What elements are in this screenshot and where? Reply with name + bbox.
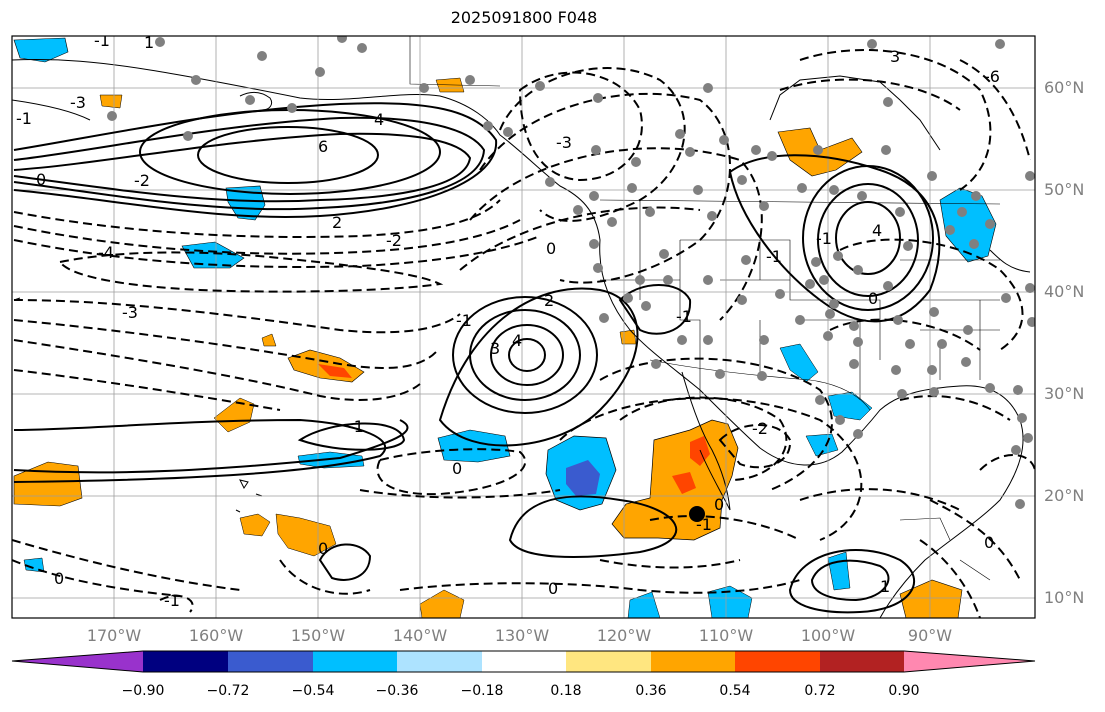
contour-label: 1 [144, 33, 154, 52]
contour-label: -1 [164, 591, 180, 610]
contour-label: -1 [676, 307, 692, 326]
contour-label: 4 [872, 221, 882, 240]
colorbar-segment [566, 651, 651, 672]
contour-label: -3 [122, 303, 138, 322]
negative-contours [12, 49, 1035, 618]
latitude-label: 20°N [1044, 486, 1085, 505]
contour-label: -2 [134, 171, 150, 190]
colorbar-under-extend [12, 651, 143, 672]
longitude-label: 160°W [188, 626, 244, 645]
contour-label: 4 [374, 110, 384, 129]
contour-label: -4 [98, 243, 114, 262]
map-title: 2025091800 F048 [450, 8, 598, 27]
colorbar-tick-label: 0.54 [719, 683, 751, 699]
longitude-label: 170°W [86, 626, 142, 645]
colorbar-segment [735, 651, 820, 672]
coastline-layer [12, 58, 1031, 618]
colorbar-segment [820, 651, 904, 672]
colorbar-outline [11, 650, 1036, 673]
longitude-label: 130°W [494, 626, 550, 645]
longitude-label: 100°W [800, 626, 856, 645]
center-marker [689, 506, 705, 522]
contour-label: -1 [766, 247, 782, 266]
colorbar-tick-label: −0.54 [291, 683, 335, 699]
contour-label-layer: -3 4 6 0 -2 2 -2 -4 -3 0 2 3 4 -1 0 -3 -… [16, 31, 1000, 610]
longitude-label: 140°W [392, 626, 448, 645]
contour-label: -1 [816, 229, 832, 248]
contour-label: 3 [490, 339, 500, 358]
contour-label: 4 [512, 331, 522, 350]
contour-label: -1 [456, 311, 472, 330]
colorbar-segment [482, 651, 566, 672]
contour-label: 0 [36, 170, 46, 189]
colorbar-tick-label: −0.72 [206, 683, 250, 699]
contour-label: 0 [868, 289, 878, 308]
contour-label: 0 [714, 495, 724, 514]
contour-label: 0 [984, 533, 994, 552]
contour-label: 0 [452, 459, 462, 478]
colorbar-tick-label: 0.72 [804, 683, 836, 699]
contour-label: 0 [548, 579, 558, 598]
contour-label: 0 [546, 239, 556, 258]
contour-label: -6 [984, 67, 1000, 86]
contour-label: -2 [386, 231, 402, 250]
latitude-label: 40°N [1044, 282, 1085, 301]
colorbar-over-extend [904, 651, 1035, 672]
contour-label: -1 [348, 417, 364, 436]
colorbar [11, 650, 1036, 673]
contour-label: -3 [556, 133, 572, 152]
contour-label: 2 [544, 291, 554, 310]
longitude-label: 110°W [698, 626, 754, 645]
contour-label: -2 [752, 419, 768, 438]
colorbar-segment [651, 651, 735, 672]
contour-label: 2 [332, 213, 342, 232]
contour-label: 0 [318, 539, 328, 558]
contour-label: -1 [94, 31, 110, 50]
colorbar-tick-label: −0.18 [460, 683, 504, 699]
contour-label: -1 [16, 109, 32, 128]
colorbar-tick-label: −0.90 [121, 683, 165, 699]
station-dots [107, 36, 1035, 509]
latitude-label: 30°N [1044, 384, 1085, 403]
contour-label: 3 [890, 47, 900, 66]
contour-label: 6 [318, 137, 328, 156]
contour-label: -3 [70, 93, 86, 112]
latitude-label: 10°N [1044, 588, 1085, 607]
contour-label: 0 [54, 569, 64, 588]
contour-label: 1 [880, 577, 890, 596]
longitude-label: 120°W [596, 626, 652, 645]
colorbar-tick-label: 0.18 [550, 683, 582, 699]
colorbar-tick-label: −0.36 [375, 683, 419, 699]
colorbar-segment [228, 651, 313, 672]
colorbar-tick-label: 0.90 [888, 683, 920, 699]
longitude-label: 150°W [290, 626, 346, 645]
colorbar-tick-label: 0.36 [635, 683, 667, 699]
map-frame [11, 35, 1036, 619]
longitude-label: 90°W [907, 626, 953, 645]
colorbar-segment [143, 651, 228, 672]
latitude-label: 50°N [1044, 180, 1085, 199]
latitude-label: 60°N [1044, 78, 1085, 97]
colorbar-segment [397, 651, 482, 672]
colorbar-segment [313, 651, 397, 672]
